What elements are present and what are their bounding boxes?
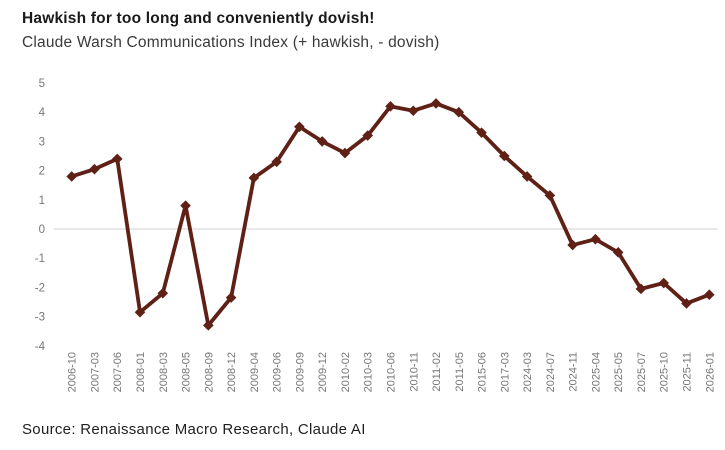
data-point-marker — [66, 171, 77, 182]
y-tick-label: -2 — [35, 282, 45, 294]
x-tick-label: 2008-05 — [181, 352, 193, 392]
x-tick-label: 2017-03 — [499, 352, 511, 392]
x-tick-label: 2024-11 — [568, 352, 580, 392]
y-tick-label: 2 — [39, 166, 45, 178]
y-tick-label: 0 — [39, 224, 45, 236]
y-tick-label: 3 — [39, 136, 45, 148]
data-point-marker — [658, 277, 670, 289]
x-tick-label: 2010-02 — [340, 352, 352, 392]
data-point-marker — [271, 156, 282, 168]
x-tick-label: 2009-04 — [249, 352, 261, 392]
x-tick-label: 2025-05 — [613, 352, 625, 392]
y-tick-label: -3 — [35, 312, 45, 324]
data-point-marker — [134, 306, 146, 318]
x-tick-label: 2008-12 — [226, 352, 238, 392]
y-tick-label: 5 — [39, 78, 45, 90]
x-tick-label: 2024-03 — [522, 352, 534, 392]
data-point-marker — [453, 106, 465, 118]
y-tick-label: 1 — [39, 195, 45, 207]
data-point-marker — [157, 287, 169, 299]
data-point-marker — [521, 171, 533, 182]
x-tick-label: 2008-03 — [158, 352, 170, 392]
x-tick-label: 2011-02 — [431, 352, 443, 392]
x-tick-label: 2007-06 — [112, 352, 124, 392]
chart-title: Hawkish for too long and conveniently do… — [22, 10, 375, 27]
data-point-marker — [590, 233, 601, 245]
x-tick-label: 2024-07 — [545, 352, 557, 392]
x-tick-label: 2009-12 — [317, 352, 329, 392]
x-tick-label: 2025-11 — [681, 352, 693, 392]
y-tick-label: -4 — [35, 341, 46, 353]
x-tick-label: 2025-07 — [636, 352, 648, 392]
chart-subtitle: Claude Warsh Communications Index (+ haw… — [22, 34, 440, 51]
x-tick-label: 2010-03 — [363, 352, 375, 392]
line-chart: 5 4 3 2 1 0 -1 -2 -3 -4 2006-10 2007-03 2007-06 2008-… — [35, 78, 718, 392]
data-point-marker — [407, 105, 419, 117]
x-tick-label: 2008-01 — [135, 352, 147, 392]
x-tick-label: 2008-09 — [203, 352, 215, 392]
data-point-marker — [225, 292, 237, 303]
data-point-marker — [612, 247, 624, 258]
x-tick-label: 2015-06 — [477, 352, 489, 392]
x-tick-label: 2011-05 — [454, 352, 466, 392]
data-point-marker — [248, 172, 260, 184]
data-series-line — [69, 101, 712, 328]
x-tick-label: 2007-03 — [89, 352, 101, 392]
data-point-marker — [567, 239, 578, 251]
y-tick-label: -1 — [35, 253, 45, 265]
data-point-marker — [635, 283, 647, 295]
x-tick-label: 2009-09 — [294, 352, 306, 392]
x-tick-label: 2025-10 — [659, 352, 671, 392]
data-point-marker — [703, 289, 715, 300]
x-tick-label: 2010-06 — [385, 352, 397, 392]
data-point-marker — [385, 101, 396, 112]
chart-area: 5 4 3 2 1 0 -1 -2 -3 -4 2006-10 2007-03 2007-06 2008-… — [0, 60, 725, 415]
data-point-marker — [362, 130, 374, 141]
x-tick-label: 2009-06 — [272, 352, 284, 392]
x-tick-label: 2010-11 — [408, 352, 420, 392]
data-point-marker — [294, 121, 305, 133]
x-tick-label: 2026-01 — [704, 352, 716, 392]
data-point-marker — [180, 200, 191, 211]
data-point-marker — [316, 136, 328, 147]
source-note: Source: Renaissance Macro Research, Clau… — [22, 421, 366, 438]
data-point-marker — [203, 320, 214, 331]
data-point-marker — [544, 190, 556, 201]
x-tick-label: 2006-10 — [67, 352, 79, 392]
x-tick-label: 2025-04 — [590, 352, 602, 392]
y-tick-label: 4 — [39, 107, 46, 119]
data-point-marker — [681, 298, 692, 309]
data-point-marker — [499, 150, 510, 162]
data-point-marker — [430, 98, 442, 109]
